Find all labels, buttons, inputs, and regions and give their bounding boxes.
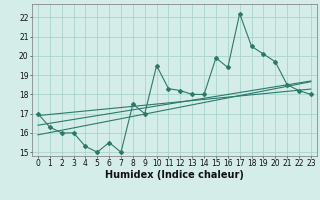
X-axis label: Humidex (Indice chaleur): Humidex (Indice chaleur) xyxy=(105,170,244,180)
